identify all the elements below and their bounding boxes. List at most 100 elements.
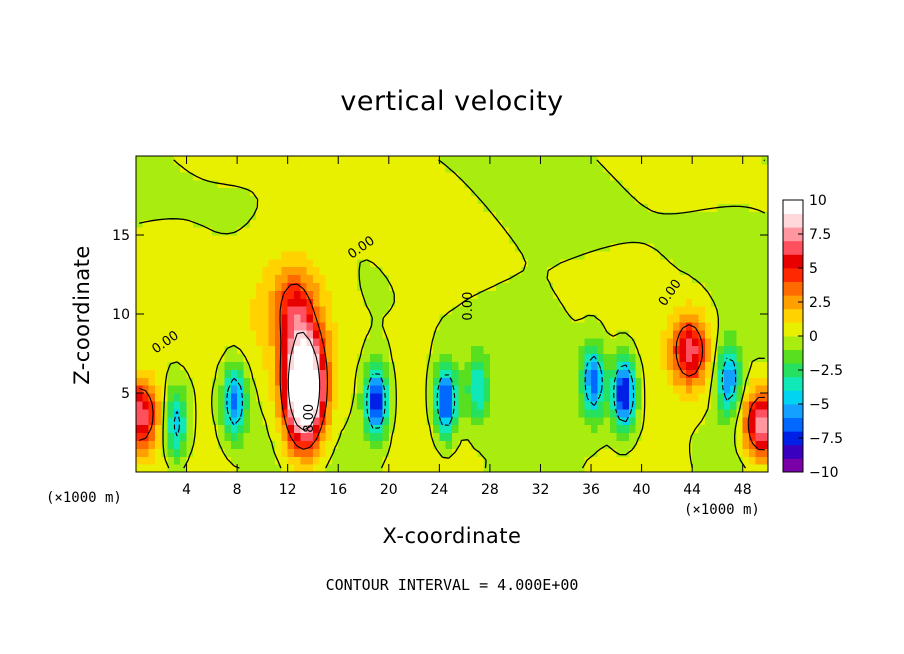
heatmap-cell — [192, 456, 200, 465]
heatmap-cell — [382, 377, 390, 386]
heatmap-cell — [736, 424, 744, 434]
heatmap-cell — [452, 440, 459, 449]
heatmap-cell — [148, 266, 156, 276]
heatmap-cell — [666, 171, 674, 181]
heatmap-cell — [388, 337, 396, 347]
heatmap-cell — [597, 337, 605, 347]
heatmap-cell — [268, 235, 276, 244]
heatmap-cell — [243, 179, 251, 189]
heatmap-cell — [237, 219, 245, 228]
heatmap-cell — [647, 306, 655, 315]
heatmap-cell — [192, 353, 200, 362]
colorbar-swatch — [783, 404, 803, 418]
heatmap-cell — [426, 464, 434, 472]
heatmap-cell — [249, 179, 257, 189]
heatmap-cell — [300, 424, 308, 434]
heatmap-cell — [673, 298, 681, 307]
heatmap-cell — [515, 179, 523, 189]
heatmap-cell — [527, 400, 535, 410]
heatmap-cell — [685, 258, 693, 268]
heatmap-cell — [407, 171, 415, 181]
heatmap-cell — [730, 353, 737, 362]
heatmap-cell — [363, 219, 371, 228]
heatmap-cell — [256, 369, 263, 378]
heatmap-cell — [382, 203, 390, 212]
heatmap-cell — [534, 179, 542, 189]
heatmap-cell — [559, 400, 567, 410]
heatmap-cell — [464, 306, 472, 315]
heatmap-cell — [136, 235, 143, 244]
heatmap-cell — [578, 456, 586, 465]
heatmap-cell — [572, 314, 579, 323]
heatmap-cell — [395, 306, 403, 315]
heatmap-cell — [628, 432, 636, 441]
heatmap-cell — [527, 156, 535, 165]
heatmap-cell — [736, 195, 744, 204]
heatmap-cell — [572, 219, 579, 228]
heatmap-cell — [616, 266, 624, 276]
heatmap-cell — [173, 219, 181, 228]
heatmap-cell — [338, 266, 346, 276]
heatmap-cell — [230, 464, 238, 472]
heatmap-cell — [610, 424, 617, 434]
heatmap-cell — [761, 171, 768, 181]
heatmap-cell — [622, 432, 630, 441]
heatmap-cell — [312, 400, 320, 410]
heatmap-cell — [635, 163, 643, 173]
heatmap-cell — [199, 345, 207, 355]
heatmap-cell — [464, 385, 472, 394]
heatmap-cell — [477, 156, 485, 165]
heatmap-cell — [338, 345, 346, 355]
heatmap-cell — [199, 456, 207, 465]
heatmap-cell — [660, 227, 668, 236]
heatmap-cell — [761, 353, 768, 362]
heatmap-cell — [167, 345, 175, 355]
heatmap-cell — [584, 219, 592, 228]
heatmap-cell — [464, 416, 472, 426]
heatmap-cell — [559, 219, 567, 228]
heatmap-cell — [540, 306, 548, 315]
heatmap-cell — [268, 195, 276, 204]
heatmap-cell — [616, 274, 624, 283]
heatmap-cell — [730, 314, 737, 323]
heatmap-cell — [464, 266, 472, 276]
heatmap-cell — [704, 156, 712, 165]
heatmap-cell — [237, 258, 245, 268]
heatmap-cell — [161, 195, 169, 204]
heatmap-cell — [521, 266, 529, 276]
heatmap-cell — [489, 456, 497, 465]
heatmap-cell — [426, 440, 434, 449]
heatmap-cell — [489, 337, 497, 347]
heatmap-cell — [692, 290, 700, 299]
heatmap-cell — [660, 345, 668, 355]
heatmap-cell — [711, 266, 719, 276]
heatmap-cell — [521, 369, 529, 378]
heatmap-cell — [692, 432, 700, 441]
heatmap-cell — [654, 440, 662, 449]
heatmap-cell — [287, 369, 295, 378]
heatmap-cell — [306, 424, 314, 434]
heatmap-cell — [287, 337, 295, 347]
heatmap-cell — [723, 219, 731, 228]
heatmap-cell — [142, 258, 150, 268]
heatmap-cell — [496, 440, 504, 449]
heatmap-cell — [376, 345, 384, 355]
heatmap-cell — [243, 432, 251, 441]
heatmap-cell — [331, 432, 339, 441]
heatmap-cell — [306, 219, 314, 228]
heatmap-cell — [401, 424, 409, 434]
heatmap-cell — [572, 337, 579, 347]
heatmap-cell — [382, 353, 390, 362]
heatmap-cell — [325, 203, 333, 212]
heatmap-cell — [603, 258, 611, 268]
heatmap-cell — [414, 393, 421, 402]
heatmap-cell — [426, 314, 434, 323]
heatmap-cell — [344, 282, 352, 291]
heatmap-cell — [711, 282, 719, 291]
heatmap-cell — [572, 432, 579, 441]
heatmap-cell — [692, 156, 700, 165]
heatmap-cell — [281, 171, 289, 181]
heatmap-cell — [496, 393, 504, 402]
heatmap-cell — [186, 400, 194, 410]
heatmap-cell — [597, 400, 605, 410]
